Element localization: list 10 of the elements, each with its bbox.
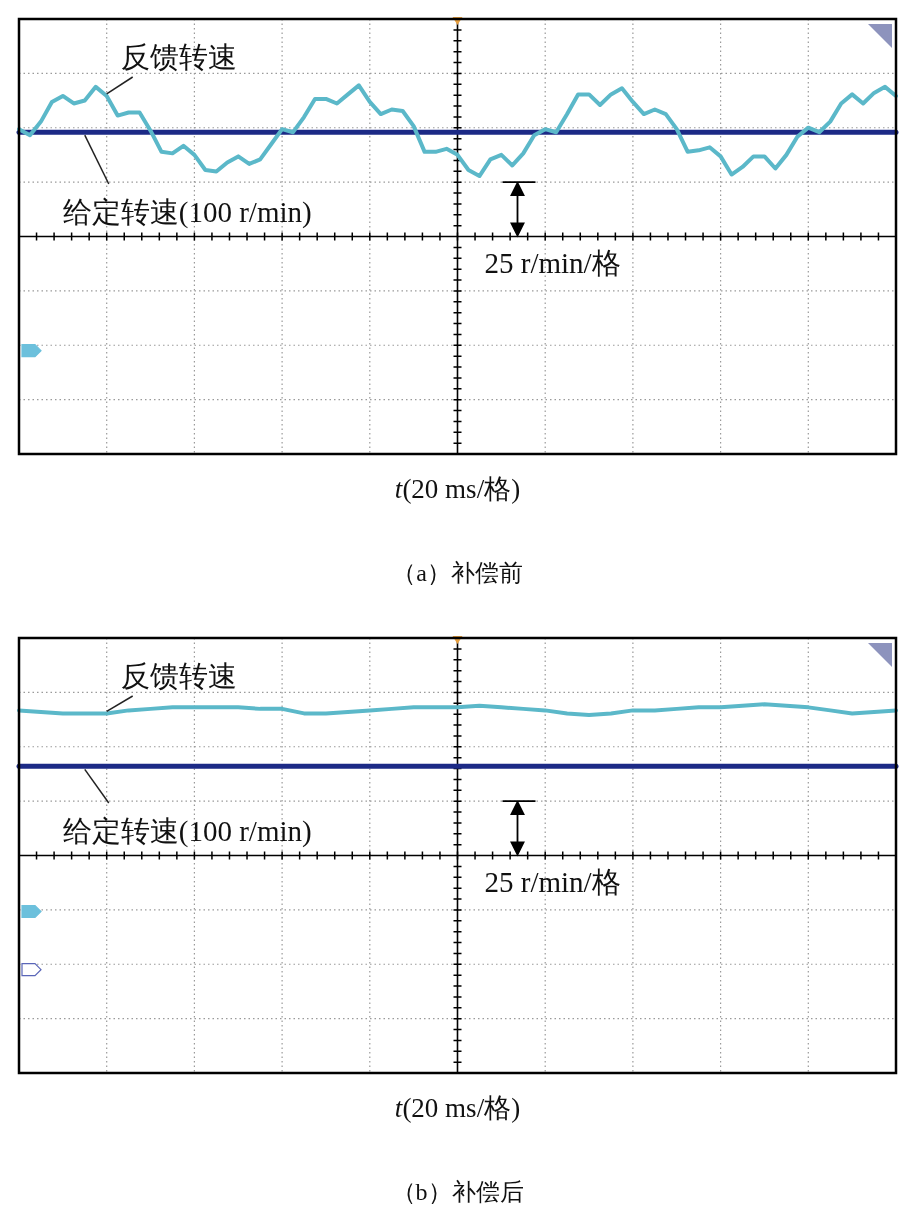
text: 25 r/min/格 xyxy=(484,246,621,279)
x-axis-title: t(20 ms/格) xyxy=(394,1093,521,1123)
text: 25 r/min/格 xyxy=(484,865,621,898)
series-label: 反馈转速 xyxy=(120,660,237,692)
text: （b）补偿后 xyxy=(391,1179,524,1205)
x-axis-title: t(20 ms/格) xyxy=(394,474,521,504)
series-label: 给定转速(100 r/min) xyxy=(62,815,312,848)
text: 给定转速(100 r/min) xyxy=(62,196,312,229)
series-label: 反馈转速 xyxy=(120,41,237,73)
text: （a）补偿前 xyxy=(392,560,523,586)
